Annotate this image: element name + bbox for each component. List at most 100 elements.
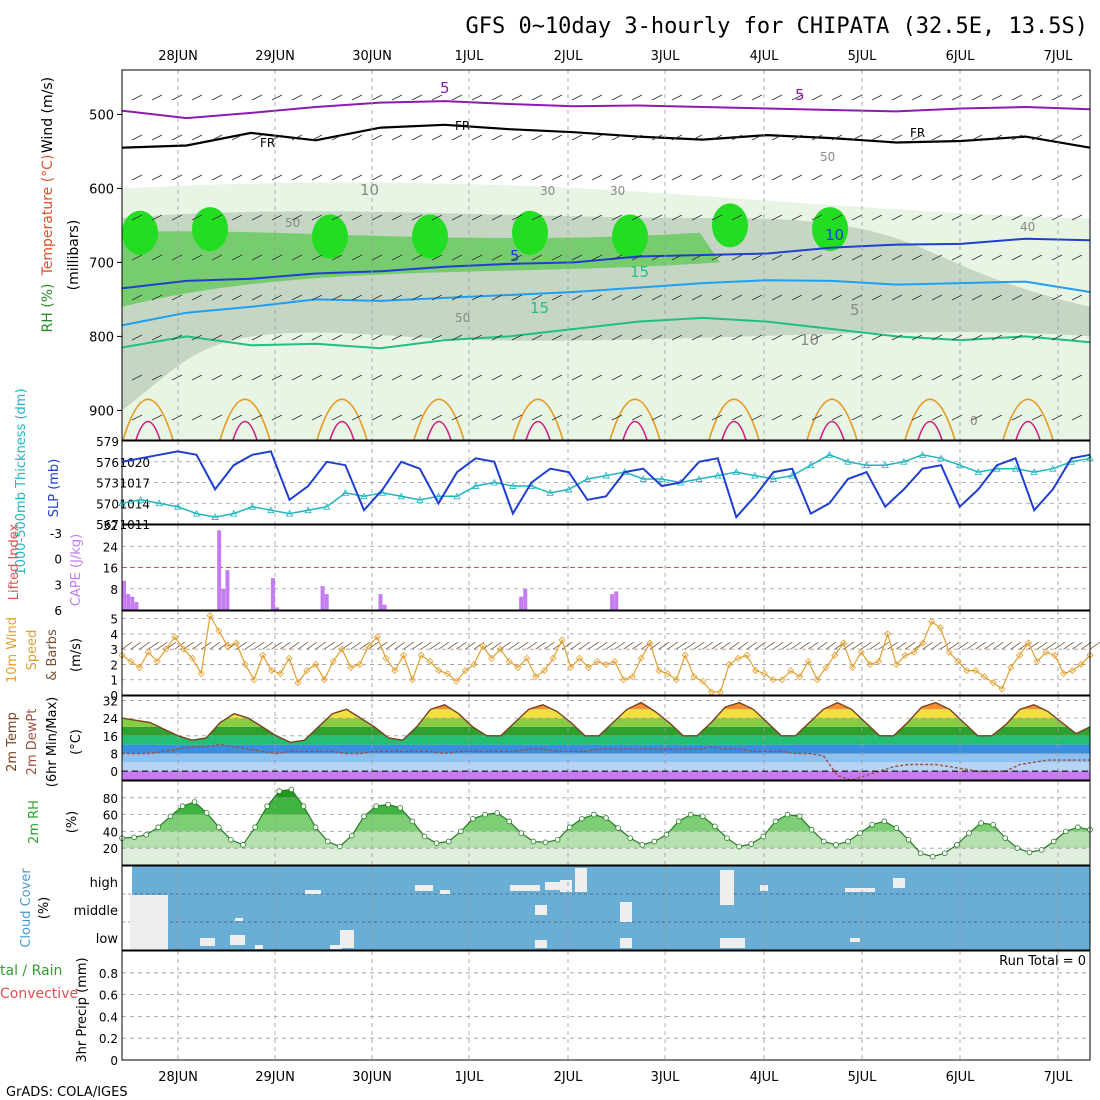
- wind-barb: [891, 174, 903, 181]
- label-precip-total: tal / Rain: [0, 963, 62, 979]
- wind-barb: [151, 214, 163, 221]
- wind-barb: [871, 334, 883, 341]
- wind-barb: [411, 374, 423, 381]
- wind-barb: [151, 414, 163, 421]
- rh-point: [808, 826, 815, 833]
- wind-barb: [891, 374, 903, 381]
- contour-label: 5: [510, 247, 520, 265]
- wind10-point: [532, 673, 540, 681]
- wind-barb: [451, 174, 463, 181]
- rh-point: [639, 842, 646, 848]
- wind-barb: [271, 94, 283, 101]
- wind-barb: [991, 134, 1003, 141]
- wind-barb: [631, 174, 643, 181]
- wind-barb: [671, 94, 683, 101]
- thickness-point: [658, 475, 666, 482]
- wind-barb: [511, 94, 523, 101]
- wind10-barb: [192, 641, 203, 650]
- wind10-barb: [526, 641, 538, 650]
- wind-barb: [691, 294, 703, 301]
- label-upper-temp: Temperature (°C): [40, 155, 56, 277]
- wind-barb: [591, 414, 603, 421]
- thickness-point: [714, 471, 722, 479]
- wind10-point: [866, 660, 874, 669]
- thickness-point: [453, 492, 461, 500]
- wind-barb: [231, 334, 243, 341]
- wind10-point: [954, 657, 962, 665]
- rh-point: [203, 810, 210, 816]
- wind10-barb: [825, 641, 837, 650]
- wind-barb: [271, 214, 283, 221]
- wind10-point: [804, 657, 812, 665]
- wind-barb: [931, 94, 943, 101]
- label-upper-mb: (millibars): [66, 220, 82, 291]
- wind10-barb: [702, 641, 714, 650]
- date-label-bottom: 1JUL: [455, 1070, 485, 1085]
- wind-barb: [771, 174, 783, 181]
- wind-barb: [211, 294, 223, 301]
- wind-barb: [151, 134, 163, 141]
- wind-barb: [411, 134, 423, 141]
- wind-barb: [791, 174, 803, 181]
- precip-tick-label: 0.2: [99, 1032, 118, 1046]
- wind-barb: [171, 94, 183, 101]
- wind10-barb: [561, 641, 573, 650]
- wind-barb: [891, 254, 903, 261]
- wind10-barb: [588, 641, 599, 650]
- temp-band: [122, 771, 1090, 780]
- wind10-point: [408, 676, 416, 684]
- wind-barb: [431, 334, 443, 341]
- wind-barb: [351, 134, 363, 141]
- wind10-barb: [781, 641, 793, 650]
- wind-barb: [831, 214, 843, 221]
- wind-barb: [531, 254, 543, 261]
- wind-barb: [591, 334, 603, 341]
- thickness-point: [900, 457, 908, 465]
- rh-patch: [312, 214, 348, 259]
- wind10-point: [576, 654, 584, 662]
- wind-barb: [131, 174, 143, 181]
- wind10-barb: [693, 641, 705, 650]
- wind-barb: [1031, 334, 1043, 341]
- wind10-barb: [711, 641, 722, 650]
- wind-barb: [251, 254, 263, 261]
- label-dew2m: 2m DewPt: [25, 709, 40, 776]
- wind10-barb: [1028, 641, 1039, 650]
- wind-barb: [491, 174, 503, 181]
- wind-barb: [911, 294, 923, 301]
- wind10-point: [303, 666, 311, 675]
- wind-barb: [651, 174, 663, 181]
- upper-ytick-label: 500: [89, 108, 114, 123]
- wind-barb: [411, 214, 423, 221]
- wind10-point: [162, 645, 170, 653]
- rh-point: [675, 818, 682, 825]
- label-wind10: 10m Wind: [5, 617, 20, 683]
- wind10-barb: [174, 641, 186, 650]
- wind-barb: [451, 374, 463, 381]
- wind10-point: [558, 636, 566, 644]
- wind-barb: [831, 254, 843, 261]
- wind-barb: [1031, 134, 1043, 141]
- wind10-barb: [667, 641, 678, 650]
- wind-barb: [471, 214, 483, 221]
- wind-barb: [991, 174, 1003, 181]
- wind-barb: [851, 334, 863, 341]
- wind10-barb: [755, 641, 766, 650]
- wind10-point: [540, 666, 548, 675]
- wind10-point: [1033, 657, 1041, 665]
- contour-label: FR: [260, 136, 275, 150]
- wind-barb: [751, 254, 763, 261]
- wind-barb: [271, 334, 283, 341]
- precip-frame: [121, 950, 1091, 1061]
- rh-frame: [121, 780, 1091, 866]
- wind-barb: [1031, 294, 1043, 301]
- wind-barb: [651, 334, 663, 341]
- wind-barb: [271, 254, 283, 261]
- wind-barb: [1071, 134, 1083, 141]
- wind-barb: [531, 94, 543, 101]
- rh-point: [978, 820, 984, 826]
- wind10-barb: [790, 641, 802, 650]
- wind-barb: [331, 134, 343, 141]
- rh-patch: [812, 207, 848, 252]
- wind-barb: [371, 334, 383, 341]
